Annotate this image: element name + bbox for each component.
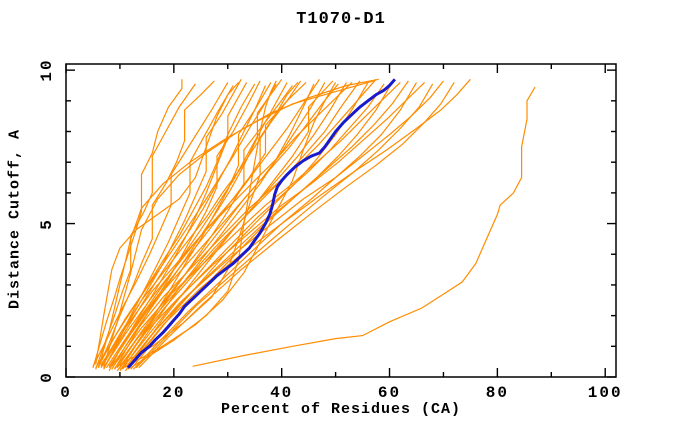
- curve-model-21: [124, 80, 334, 372]
- curve-model-20: [114, 82, 326, 370]
- curve-model-28: [122, 83, 385, 369]
- curve-model-12: [97, 83, 277, 367]
- curve-model-31: [124, 80, 409, 369]
- curve-model-22: [108, 83, 339, 367]
- x-tick-label: 0: [60, 384, 72, 402]
- curve-model-35: [127, 80, 444, 366]
- x-tick-label: 20: [162, 384, 186, 402]
- curve-model-14: [105, 82, 288, 369]
- y-tick-label: 5: [38, 217, 56, 230]
- curve-model-32: [132, 82, 418, 370]
- curve-model-42: [95, 82, 239, 365]
- plot-frame: [65, 63, 617, 378]
- curve-model-25: [116, 80, 361, 369]
- curve-model-23: [119, 82, 347, 369]
- curve-model-08: [95, 83, 256, 369]
- curve-model-34: [135, 83, 434, 369]
- curve-model-19: [103, 78, 320, 369]
- curve-model-43: [130, 80, 277, 369]
- curve-model-02: [95, 83, 196, 370]
- x-axis-label: Percent of Residues (CA): [220, 401, 462, 418]
- curve-model-16: [100, 80, 302, 367]
- x-tick-label: 100: [587, 384, 623, 402]
- y-tick-label: 0: [38, 371, 56, 383]
- x-tick-label: 80: [485, 384, 509, 402]
- curve-model-30: [114, 81, 401, 366]
- curve-model-15: [116, 85, 293, 372]
- curve-highlighted-model: [126, 78, 397, 369]
- curve-model-36: [138, 82, 455, 369]
- x-tick-label: 40: [270, 384, 294, 402]
- curve-model-41: [103, 78, 379, 367]
- chart-title: T1070-D1: [296, 10, 386, 29]
- y-tick-label: 10: [38, 58, 56, 82]
- curve-model-outlier: [192, 86, 536, 367]
- curve-model-03: [97, 80, 215, 369]
- curve-model-27: [111, 78, 377, 367]
- curve-model-04: [92, 82, 229, 367]
- curve-model-37: [130, 78, 471, 366]
- curve-model-33: [119, 81, 426, 367]
- curve-model-13: [111, 78, 283, 370]
- x-tick-label: 60: [377, 384, 402, 402]
